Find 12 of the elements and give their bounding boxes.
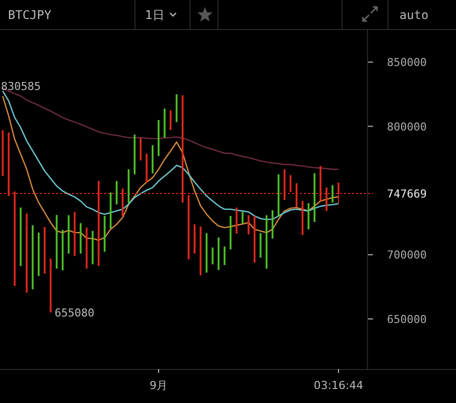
text: auto: [400, 8, 428, 22]
x-tick-label: 03:16:44: [314, 379, 364, 392]
annotation: 655080: [54, 306, 94, 320]
x-tick-label: 9月: [150, 379, 168, 392]
ref-line-label: 747669: [387, 188, 427, 201]
y-tick-label: 850000: [387, 56, 427, 70]
text: 1日: [145, 8, 165, 22]
y-tick-label: 800000: [387, 120, 427, 134]
y-tick-label: 700000: [387, 248, 427, 262]
annotation: 830585: [1, 80, 41, 93]
title: BTCJPY: [8, 8, 52, 22]
y-tick-label: 650000: [387, 312, 427, 326]
